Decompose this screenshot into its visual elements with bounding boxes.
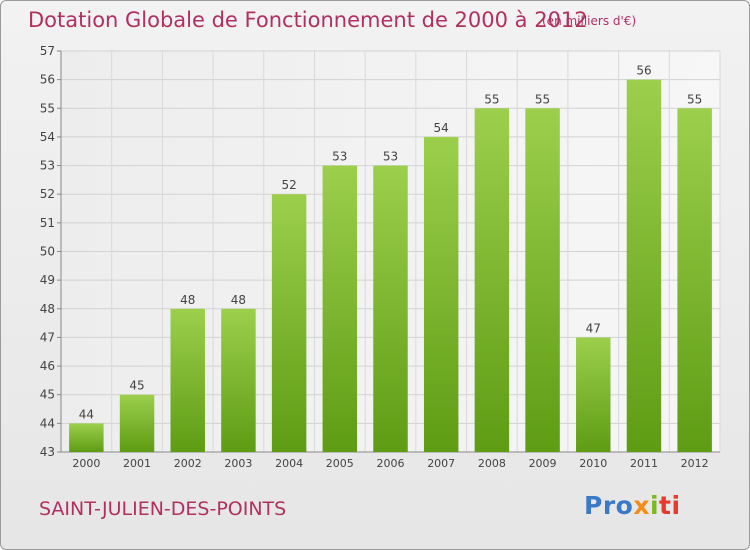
y-tick-label: 45 (40, 388, 55, 402)
x-tick-label: 2002 (174, 457, 202, 470)
bar (271, 194, 307, 452)
y-tick-label: 48 (40, 302, 55, 316)
x-tick-label: 2011 (630, 457, 658, 470)
proxiti-logo: Proxiti (584, 491, 681, 520)
bar-value-label: 56 (636, 64, 651, 78)
bar-value-label: 53 (332, 150, 347, 164)
bar-value-label: 55 (535, 92, 550, 106)
bar-value-label: 48 (180, 293, 195, 307)
bar-value-label: 55 (484, 92, 499, 106)
bar (576, 337, 611, 452)
bar (423, 136, 459, 452)
bar (677, 108, 712, 453)
y-tick-label: 51 (40, 216, 55, 230)
bar-value-label: 45 (129, 379, 144, 393)
x-tick-label: 2012 (681, 457, 709, 470)
y-tick-label: 57 (40, 44, 55, 58)
bar-value-label: 48 (231, 293, 246, 307)
x-tick-label: 2000 (72, 457, 100, 470)
bar (322, 165, 358, 453)
bar-value-label: 52 (281, 178, 296, 192)
commune-name: SAINT-JULIEN-DES-POINTS (39, 498, 287, 520)
y-tick-label: 44 (40, 416, 55, 430)
bar (474, 108, 510, 453)
bar (373, 165, 408, 453)
bar-value-label: 54 (434, 121, 449, 135)
chart-unit: (en milliers d'€) (542, 14, 637, 28)
bar-value-label: 44 (79, 407, 94, 421)
bar (626, 79, 662, 453)
y-tick-label: 50 (40, 245, 55, 259)
x-tick-label: 2010 (579, 457, 607, 470)
y-tick-label: 56 (40, 73, 55, 87)
bar (170, 308, 205, 452)
chart-title: Dotation Globale de Fonctionnement de 20… (28, 8, 588, 32)
x-tick-label: 2001 (123, 457, 151, 470)
y-tick-label: 52 (40, 187, 55, 201)
bar-value-label: 55 (687, 92, 702, 106)
bar (525, 108, 560, 453)
bar-value-label: 47 (586, 321, 601, 335)
y-tick-label: 43 (40, 445, 55, 459)
y-tick-label: 54 (40, 130, 55, 144)
y-tick-label: 53 (40, 159, 55, 173)
y-tick-label: 46 (40, 359, 55, 373)
x-tick-label: 2006 (377, 457, 405, 470)
x-tick-label: 2005 (326, 457, 354, 470)
x-tick-label: 2007 (427, 457, 455, 470)
y-tick-label: 49 (40, 273, 55, 287)
bar (221, 308, 256, 452)
y-tick-label: 55 (40, 101, 55, 115)
bar-value-label: 53 (383, 150, 398, 164)
x-tick-label: 2003 (224, 457, 252, 470)
bar (119, 394, 155, 452)
x-tick-label: 2008 (478, 457, 506, 470)
y-tick-label: 47 (40, 330, 55, 344)
x-tick-label: 2004 (275, 457, 303, 470)
x-tick-label: 2009 (529, 457, 557, 470)
bar (69, 423, 104, 452)
